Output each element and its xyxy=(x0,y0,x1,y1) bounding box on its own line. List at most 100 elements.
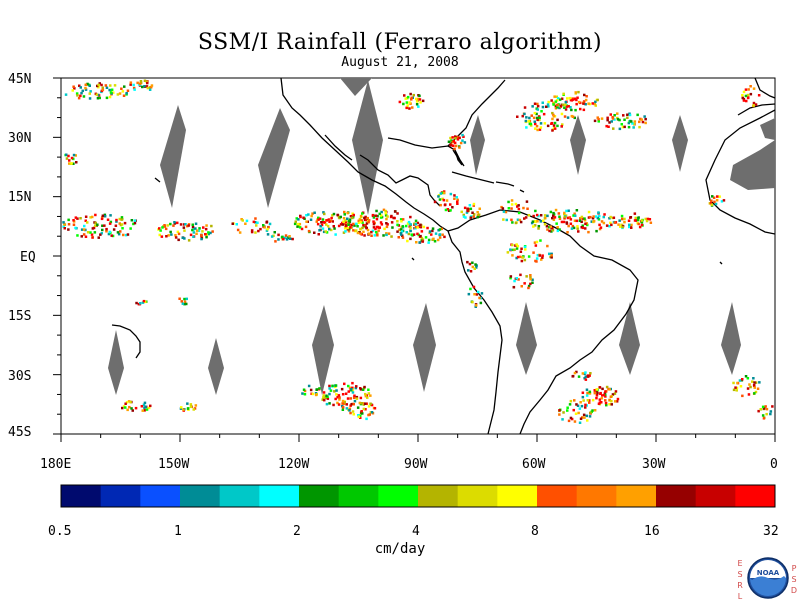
rain-pixel xyxy=(385,233,388,237)
rain-pixel xyxy=(636,218,640,222)
rain-pixel xyxy=(402,102,405,106)
colorbar-tick-label: 0.5 xyxy=(48,524,71,539)
rain-pixel xyxy=(523,217,526,220)
rain-pixel xyxy=(98,96,101,100)
rain-pixel xyxy=(623,118,626,121)
rain-pixel xyxy=(462,213,465,217)
rain-pixel xyxy=(542,112,546,116)
rain-pixel xyxy=(419,234,422,238)
rain-pixel xyxy=(195,229,199,232)
rain-pixel xyxy=(588,415,592,418)
rain-pixel xyxy=(634,216,637,220)
rain-pixel xyxy=(322,391,326,394)
rain-pixel xyxy=(585,388,589,391)
rain-pixel xyxy=(447,209,451,212)
rain-pixel xyxy=(599,392,602,395)
rain-pixel xyxy=(86,221,89,224)
rain-pixel xyxy=(84,235,88,238)
rain-pixel xyxy=(641,120,645,124)
rain-pixel xyxy=(598,223,601,227)
rain-pixel xyxy=(121,406,124,410)
rain-pixel xyxy=(351,391,355,394)
rain-pixel xyxy=(583,377,586,380)
rain-pixel xyxy=(587,210,591,214)
rain-pixel xyxy=(409,223,412,226)
rain-pixel xyxy=(749,85,752,88)
rain-pixel xyxy=(566,97,569,100)
rain-pixel xyxy=(718,195,721,198)
rain-pixel xyxy=(516,205,519,208)
rain-pixel xyxy=(167,234,170,237)
rain-pixel xyxy=(125,92,128,95)
rain-pixel xyxy=(591,398,595,402)
rain-pixel xyxy=(623,217,626,221)
rain-pixel xyxy=(318,229,321,232)
rain-pixel xyxy=(586,399,590,402)
rain-pixel xyxy=(309,388,313,392)
rain-pixel xyxy=(111,234,115,238)
rain-pixel xyxy=(533,241,537,244)
rain-pixel xyxy=(534,122,537,126)
rain-pixel xyxy=(337,216,341,219)
rain-pixel xyxy=(181,302,185,305)
rain-pixel xyxy=(97,236,100,239)
rain-pixel xyxy=(593,391,597,395)
rain-pixel xyxy=(195,232,198,235)
rain-pixel xyxy=(761,414,765,417)
rain-pixel xyxy=(529,278,532,281)
rain-pixel xyxy=(509,276,512,280)
rain-pixel xyxy=(360,219,363,222)
colorbar-frame xyxy=(60,484,776,508)
rain-pixel xyxy=(75,161,78,164)
axis-ticks xyxy=(53,77,776,442)
rain-pixel xyxy=(571,224,575,228)
rain-pixel xyxy=(473,267,476,270)
rain-pixel xyxy=(536,128,539,132)
rain-pixel xyxy=(266,233,270,236)
rain-pixel xyxy=(610,120,613,123)
rain-pixel xyxy=(302,388,306,391)
rain-pixel xyxy=(422,225,426,229)
rain-pixel xyxy=(640,221,644,224)
rain-pixel xyxy=(165,235,168,238)
rain-pixel xyxy=(630,226,633,229)
rain-pixel xyxy=(101,228,104,232)
rain-pixel xyxy=(752,384,756,387)
logo-letter: L xyxy=(737,592,743,601)
rain-pixel xyxy=(331,220,334,223)
rain-pixel xyxy=(523,106,527,109)
rain-pixel xyxy=(562,92,565,96)
rain-pixel xyxy=(751,380,754,383)
rain-pixel xyxy=(108,88,111,92)
rain-pixel xyxy=(361,212,364,215)
rain-pixel xyxy=(570,227,574,230)
rain-pixel xyxy=(602,393,606,397)
rain-pixel xyxy=(596,216,600,220)
rain-pixel xyxy=(267,225,270,229)
rain-pixel xyxy=(469,270,473,273)
rain-pixel xyxy=(546,103,550,106)
rain-pixel xyxy=(273,231,276,234)
rain-pixel xyxy=(633,212,637,215)
rain-pixel xyxy=(110,234,113,237)
rain-pixel xyxy=(628,223,631,227)
rain-pixel xyxy=(575,370,578,374)
rain-pixel xyxy=(334,233,337,236)
rain-pixel xyxy=(540,110,543,113)
rain-pixel xyxy=(554,104,558,108)
rain-pixel xyxy=(197,229,201,232)
colorbar-segment xyxy=(219,485,260,507)
rain-pixel xyxy=(586,391,589,395)
rain-pixel xyxy=(323,398,326,402)
rain-pixel xyxy=(520,285,523,288)
rain-pixel xyxy=(367,413,370,417)
rain-pixel xyxy=(390,235,393,238)
rain-pixel xyxy=(350,223,354,227)
rain-pixel xyxy=(108,95,112,99)
rain-pixel xyxy=(67,228,70,231)
rain-pixel xyxy=(420,230,424,233)
rain-pixel xyxy=(428,230,432,233)
rain-pixel xyxy=(585,95,588,98)
lat-label: 15S xyxy=(8,309,31,324)
rain-pixel xyxy=(277,233,280,237)
